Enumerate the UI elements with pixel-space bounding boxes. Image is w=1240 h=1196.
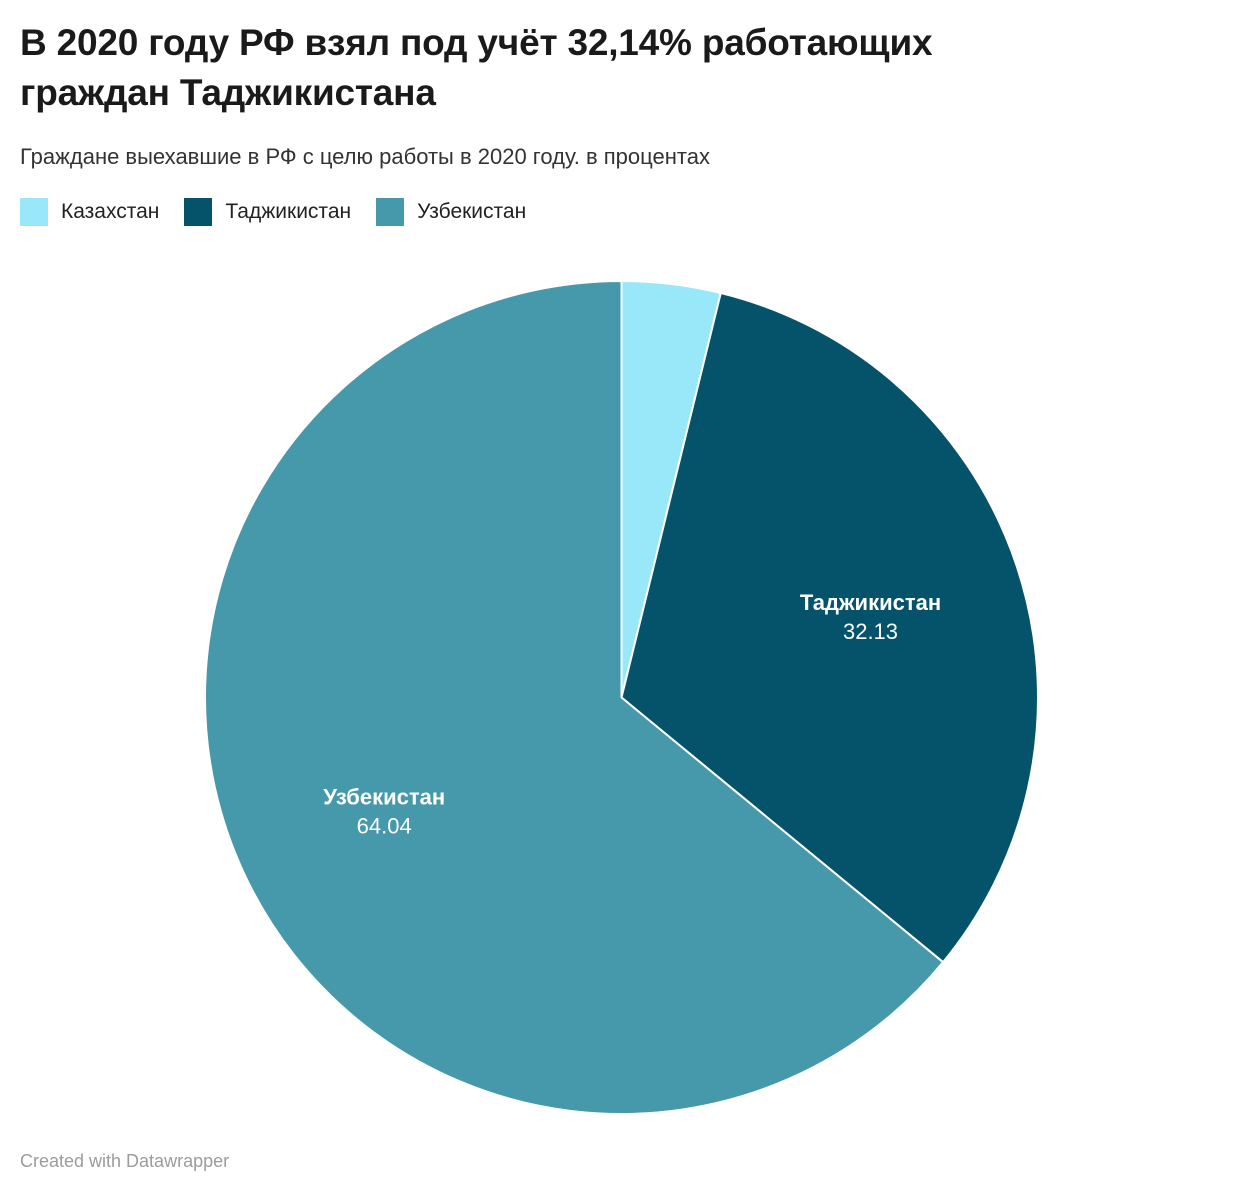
legend-item-tajikistan: Таджикистан [184, 198, 351, 226]
datawrapper-credit: Created with Datawrapper [20, 1151, 230, 1171]
chart-subtitle: Граждане выехавшие в РФ с целю работы в … [20, 144, 710, 169]
legend-item-uzbekistan: Узбекистан [376, 198, 526, 226]
pie-slice-label-tajikistan: Таджикистан [800, 590, 941, 615]
chart-title-line: граждан Таджикистана [20, 72, 436, 114]
legend-item-kazakhstan: Казахстан [20, 198, 159, 226]
legend-swatch-kazakhstan [20, 198, 48, 226]
legend: Казахстан Таджикистан Узбекистан [20, 198, 526, 226]
legend-label: Казахстан [61, 200, 160, 223]
legend-swatch-tajikistan [184, 198, 213, 226]
pie-slice-value-tajikistan: 32.13 [843, 619, 898, 644]
legend-label: Таджикистан [225, 200, 352, 223]
pie-slice-value-uzbekistan: 64.04 [357, 814, 412, 839]
chart-title: В 2020 году РФ взял под учёт 32,14% рабо… [20, 18, 1210, 119]
chart-title-line: В 2020 году РФ взял под учёт 32,14% рабо… [20, 22, 933, 63]
pie-slice-tajikistan [620, 292, 1039, 964]
legend-swatch-uzbekistan [376, 198, 405, 226]
pie-slice-label-uzbekistan: Узбекистан [323, 785, 445, 810]
pie-slice-uzbekistan [204, 280, 945, 1115]
legend-label: Узбекистан [417, 200, 527, 223]
